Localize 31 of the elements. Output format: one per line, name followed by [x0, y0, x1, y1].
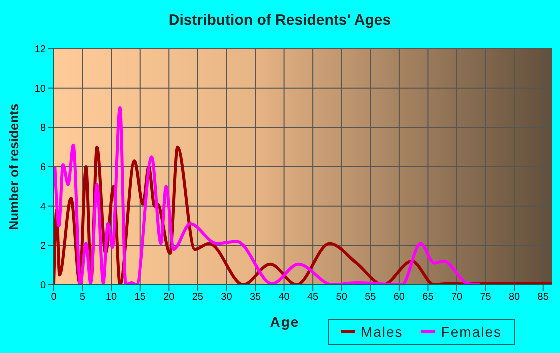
x-tick-label: 30 [221, 292, 233, 304]
x-tick-label: 25 [192, 292, 204, 304]
chart-title: Distribution of Residents' Ages [168, 12, 392, 29]
y-tick-label: 8 [40, 123, 46, 134]
x-tick-label: 60 [394, 292, 406, 304]
y-tick-label: 2 [40, 241, 46, 252]
x-tick-label: 35 [250, 292, 262, 304]
y-tick-label: 10 [34, 84, 46, 95]
y-tick-label: 0 [40, 280, 46, 292]
x-tick-label: 75 [480, 292, 492, 304]
x-tick-label: 0 [51, 292, 58, 304]
x-tick-label: 70 [451, 292, 464, 304]
x-tick-label: 15 [134, 292, 146, 304]
legend-label: Females [440, 324, 502, 340]
x-tick-label: 40 [278, 292, 290, 304]
x-tick-label: 85 [538, 292, 550, 304]
x-tick-label: 5 [80, 292, 86, 304]
x-tick-label: 10 [106, 292, 118, 304]
y-axis-title: Number of residents [6, 104, 22, 230]
x-tick-label: 80 [509, 292, 521, 304]
x-tick-label: 45 [308, 292, 320, 304]
x-tick-label: 55 [365, 292, 377, 304]
x-tick-label: 20 [164, 292, 176, 304]
x-tick-label: 50 [336, 292, 348, 304]
x-tick-label: 65 [422, 292, 434, 304]
y-tick-label: 12 [34, 44, 46, 56]
line-series [54, 106, 482, 285]
x-axis-title: Age [269, 314, 301, 330]
y-tick-label: 4 [40, 202, 46, 213]
legend-label: Males [360, 324, 404, 340]
y-tick-label: 6 [40, 162, 46, 174]
